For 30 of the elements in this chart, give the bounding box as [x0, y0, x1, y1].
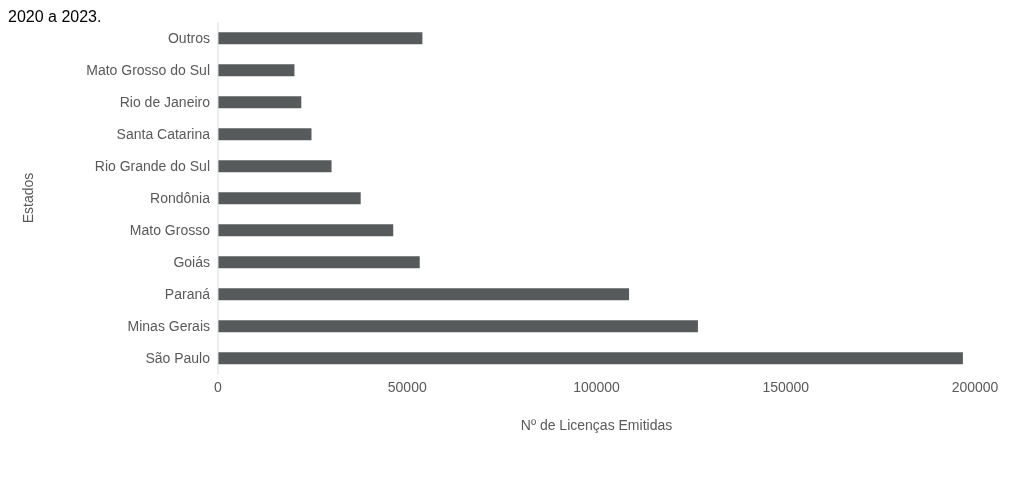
- x-axis-title: Nº de Licenças Emitidas: [520, 417, 673, 433]
- bar: [218, 352, 963, 365]
- y-tick-label: Santa Catarina: [116, 125, 211, 142]
- y-tick-label: Rio Grande do Sul: [94, 157, 210, 174]
- x-tick-label: 150000: [762, 378, 810, 395]
- y-tick-label: São Paulo: [145, 349, 211, 366]
- bar: [218, 64, 295, 77]
- y-tick-label: Minas Gerais: [127, 317, 210, 334]
- bar: [218, 256, 420, 269]
- x-tick-label: 50000: [387, 378, 427, 395]
- y-tick-label: Mato Grosso do Sul: [86, 61, 210, 78]
- y-tick-label: Outros: [167, 29, 210, 46]
- y-tick-label: Paraná: [164, 285, 211, 302]
- bar: [218, 160, 332, 173]
- bar: [218, 32, 423, 45]
- bar: [218, 224, 394, 237]
- bar: [218, 320, 698, 333]
- bar: [218, 128, 312, 141]
- x-tick-label: 100000: [573, 378, 621, 395]
- y-tick-label: Mato Grosso: [129, 221, 211, 238]
- y-tick-label: Rondônia: [150, 189, 211, 206]
- text: 2020 a 2023.: [8, 8, 102, 26]
- bar: [218, 288, 630, 301]
- y-tick-label: Goiás: [173, 253, 210, 270]
- y-axis-title: Estados: [19, 172, 36, 224]
- x-tick-label: 0: [214, 378, 223, 395]
- bar: [218, 96, 302, 109]
- x-tick-label: 200000: [951, 378, 999, 395]
- bar: [218, 192, 361, 205]
- y-tick-label: Rio de Janeiro: [119, 93, 211, 110]
